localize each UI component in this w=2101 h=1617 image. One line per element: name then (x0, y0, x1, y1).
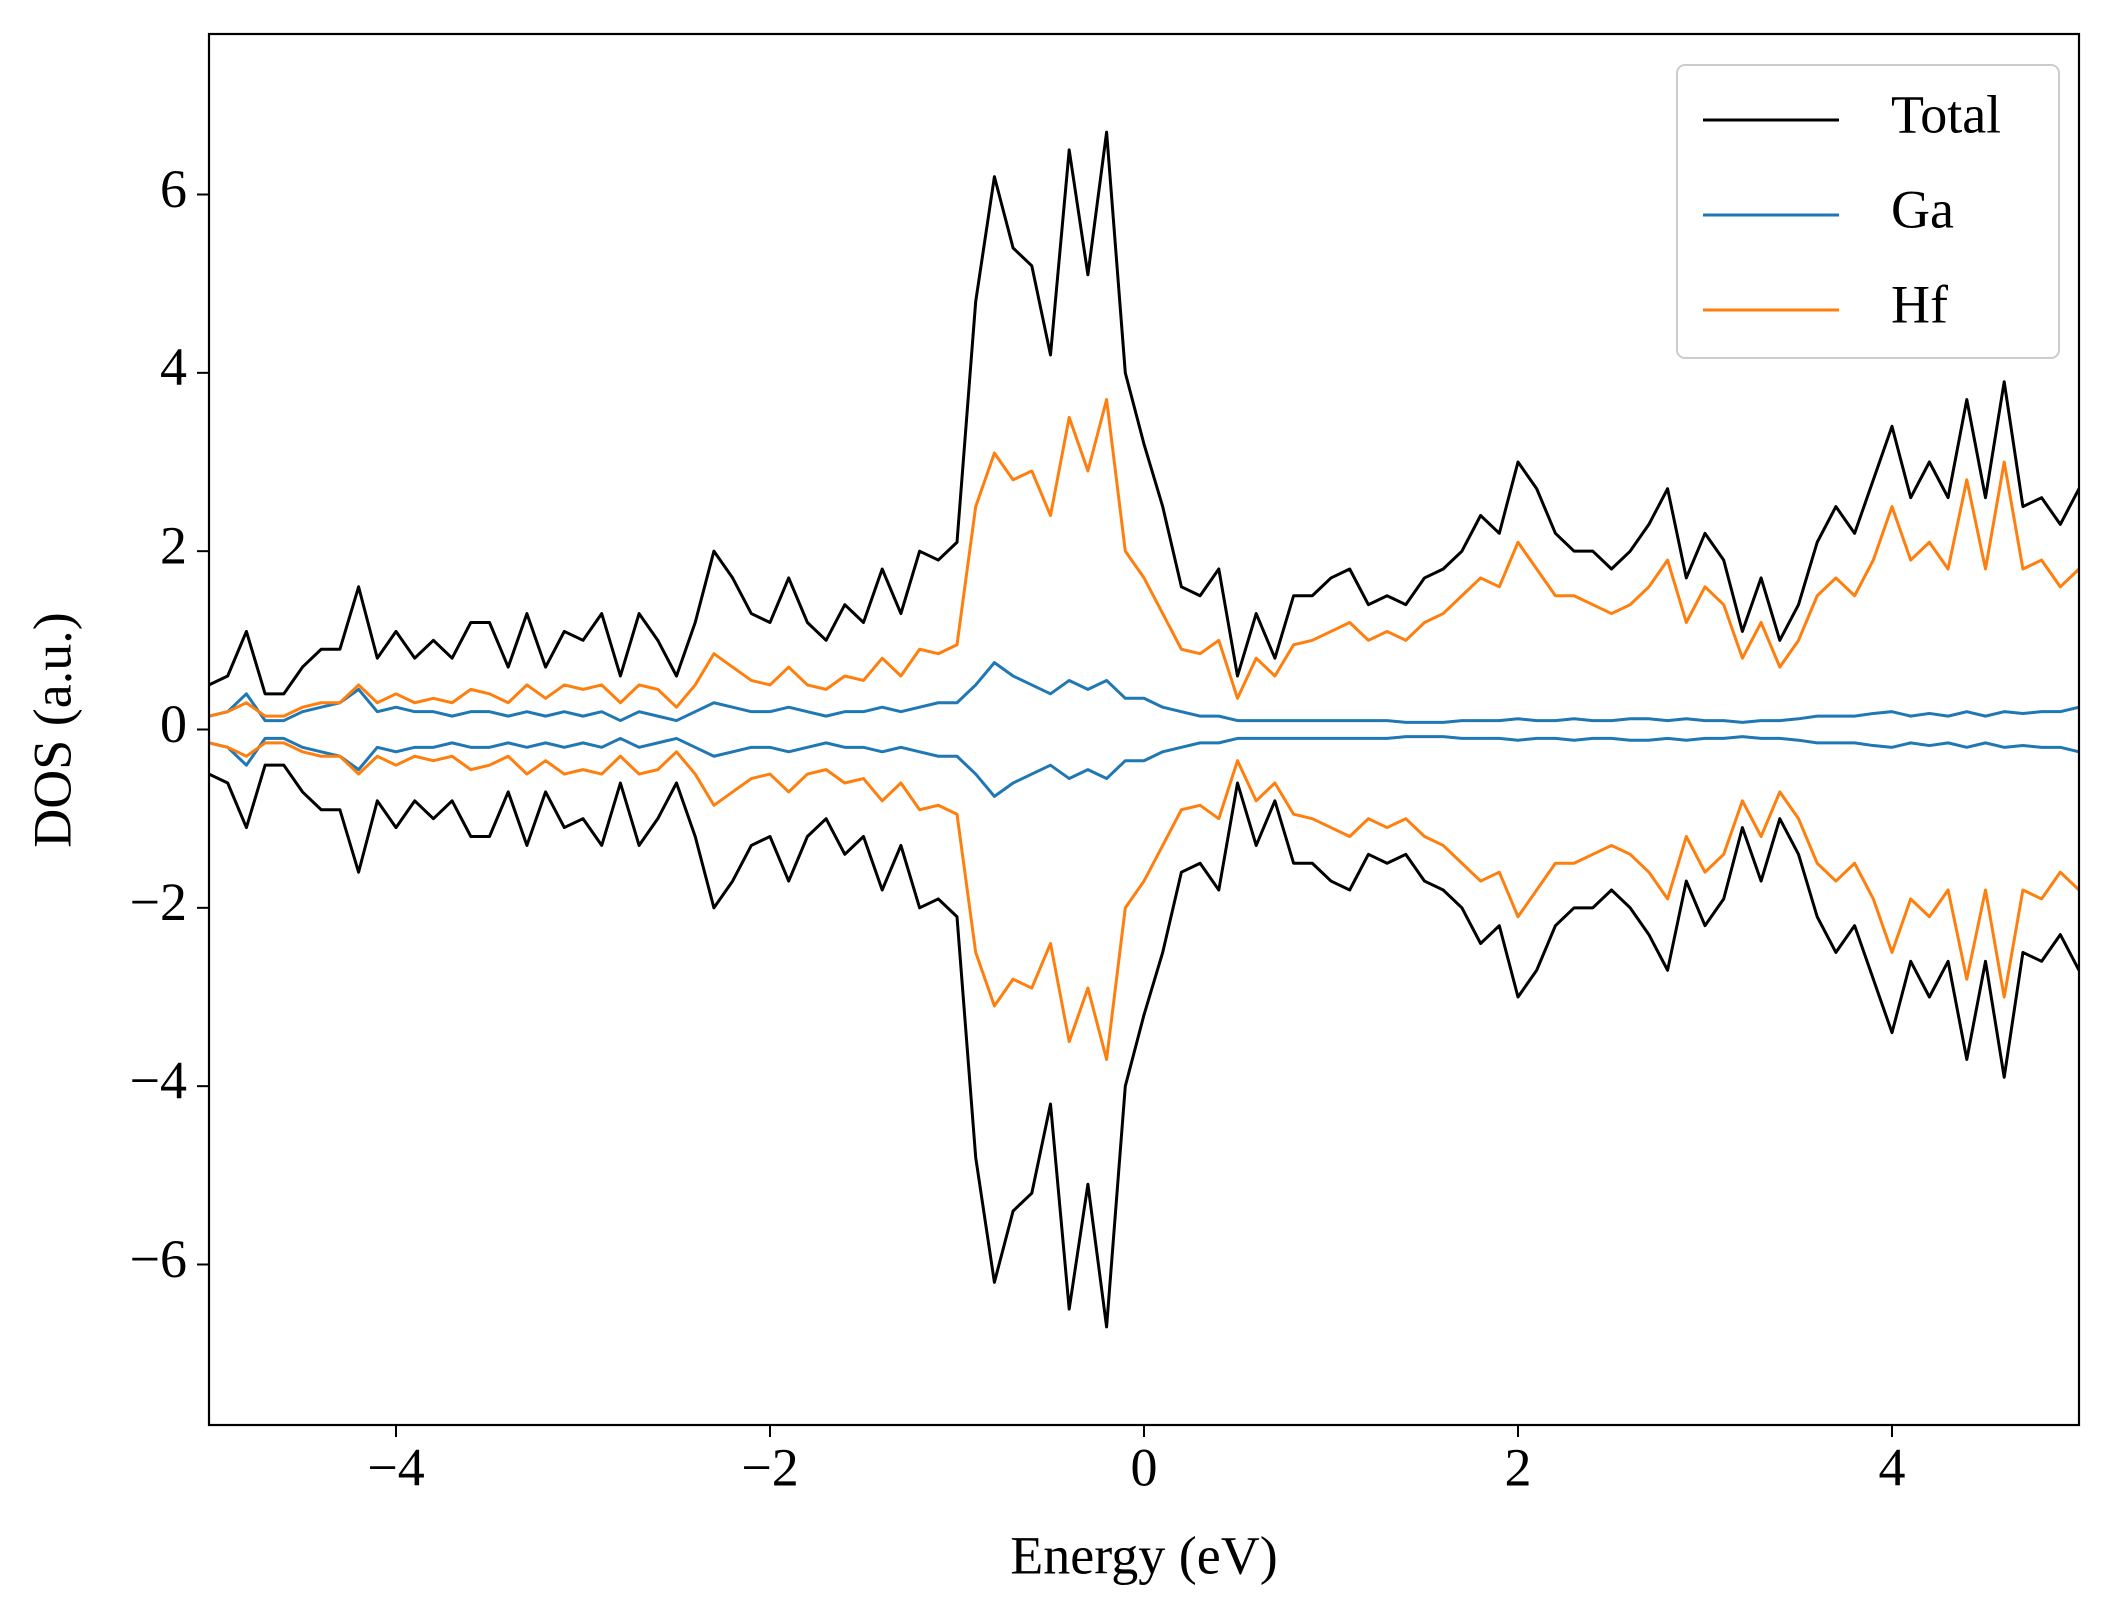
legend-label: Hf (1891, 274, 1948, 334)
y-tick-label: 2 (160, 516, 187, 576)
y-tick-label: 4 (160, 337, 187, 397)
x-tick-label: 0 (1131, 1437, 1158, 1497)
y-axis-label: DOS (a.u.) (22, 612, 82, 847)
dos-line (209, 661, 2079, 724)
legend-label: Ga (1891, 179, 1954, 239)
x-tick-label: −2 (741, 1437, 798, 1497)
y-tick-label: −2 (130, 872, 187, 932)
y-tick-label: −6 (130, 1229, 187, 1289)
legend-label: Total (1891, 84, 2001, 144)
y-tick-label: 0 (160, 694, 187, 754)
dos-line (209, 735, 2079, 798)
dos-line (209, 398, 2079, 718)
y-tick-label: 6 (160, 159, 187, 219)
x-tick-label: 2 (1505, 1437, 1532, 1497)
dos-line (209, 763, 2079, 1329)
x-tick-label: −4 (367, 1437, 424, 1497)
x-tick-label: 4 (1879, 1437, 1906, 1497)
plot-lines (209, 130, 2079, 1329)
dos-line (209, 741, 2079, 1061)
y-tick-label: −4 (130, 1051, 187, 1111)
legend: Total Ga Hf (1676, 64, 2060, 359)
dos-line (209, 130, 2079, 696)
x-axis-label: Energy (eV) (1010, 1525, 1277, 1585)
legend-box (1676, 64, 2060, 359)
